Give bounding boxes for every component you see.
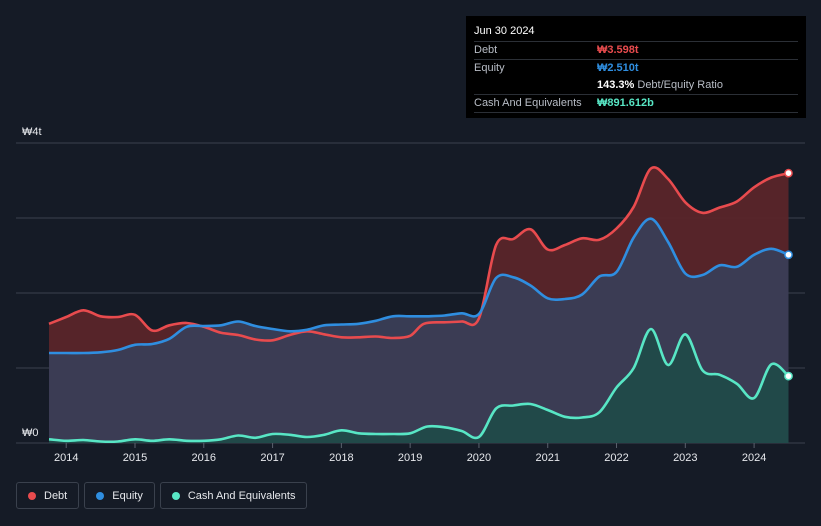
tooltip-row-ratio: 143.3% Debt/Equity Ratio xyxy=(474,77,798,94)
legend-item-equity[interactable]: Equity xyxy=(84,482,155,509)
tooltip-debt-value: ₩3.598t xyxy=(597,44,639,56)
tooltip-cash-value: ₩891.612b xyxy=(597,97,654,109)
x-tick-label: 2014 xyxy=(54,452,78,464)
cash-area xyxy=(49,328,789,443)
legend-item-cash[interactable]: Cash And Equivalents xyxy=(159,482,308,509)
tooltip-equity-value: ₩2.510t xyxy=(597,62,639,74)
cash-dot-icon xyxy=(171,491,180,500)
x-tick-label: 2015 xyxy=(123,452,147,464)
debt-end-marker[interactable] xyxy=(784,168,793,178)
cash-line xyxy=(48,327,790,444)
legend-equity-label: Equity xyxy=(112,489,143,502)
x-tick-label: 2022 xyxy=(604,452,628,464)
tooltip-debt-label: Debt xyxy=(474,44,498,56)
series-lines xyxy=(48,166,790,444)
x-tick-label: 2019 xyxy=(398,452,422,464)
equity-line xyxy=(49,217,789,355)
y-axis-bottom-label: ₩0 xyxy=(22,427,39,439)
tooltip-row-cash: Cash And Equivalents ₩891.612b xyxy=(474,94,798,113)
equity-end-marker[interactable] xyxy=(784,250,793,260)
legend-debt-label: Debt xyxy=(44,489,68,502)
hover-tooltip: Jun 30 2024 Debt ₩3.598t Equity ₩2.510t … xyxy=(466,16,806,118)
x-tick-label: 2016 xyxy=(192,452,216,464)
x-tick-label: 2023 xyxy=(673,452,697,464)
tooltip-ratio-value: 143.3% xyxy=(597,79,635,91)
equity-area xyxy=(49,218,789,443)
chart-legend: Debt Equity Cash And Equivalents xyxy=(16,482,308,509)
x-tick-label: 2021 xyxy=(535,452,559,464)
tooltip-cash-label: Cash And Equivalents xyxy=(474,97,582,109)
x-tick-label: 2017 xyxy=(260,452,284,464)
x-tick-label: 2024 xyxy=(742,452,766,464)
cash-end-marker[interactable] xyxy=(784,371,793,381)
tooltip-equity-label: Equity xyxy=(474,62,505,74)
series-areas xyxy=(49,167,789,443)
legend-cash-label: Cash And Equivalents xyxy=(187,489,296,502)
tooltip-date: Jun 30 2024 xyxy=(474,25,535,37)
x-tick-label: 2018 xyxy=(329,452,353,464)
tooltip-row-debt: Debt ₩3.598t xyxy=(474,41,798,59)
y-axis-top-label: ₩4t xyxy=(22,126,42,138)
debt-line xyxy=(48,166,789,342)
debt-dot-icon xyxy=(28,491,36,500)
legend-item-debt[interactable]: Debt xyxy=(16,482,80,509)
x-axis-ticks: 2014 2015 2016 2017 2018 2019 2020 2021 2022 2023… xyxy=(54,443,766,464)
tooltip-row-equity: Equity ₩2.510t xyxy=(474,59,798,77)
x-tick-label: 2020 xyxy=(467,452,491,464)
end-markers xyxy=(784,168,793,381)
equity-dot-icon xyxy=(96,491,105,500)
tooltip-ratio-label: Debt/Equity Ratio xyxy=(637,79,723,91)
